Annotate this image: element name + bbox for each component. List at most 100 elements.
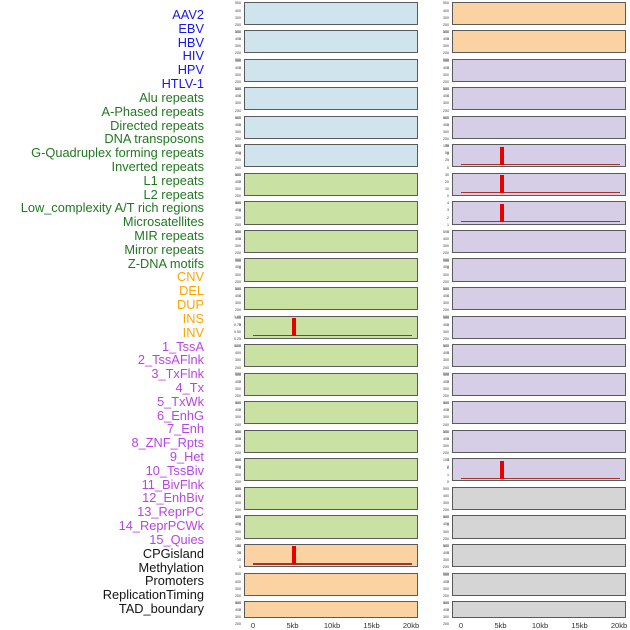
x-tick-label-right-5kb: 5kb xyxy=(494,620,507,630)
y-tick-label: 400 xyxy=(443,64,449,70)
y-tick-label: 200 xyxy=(235,593,241,598)
density-panel-5-txwk xyxy=(452,172,626,196)
y-tick-label: 1 xyxy=(447,471,449,477)
density-panel-dup xyxy=(244,601,418,619)
y-tick-label: 400 xyxy=(443,578,449,584)
feature-label-directed-repeats: Directed repeats xyxy=(110,117,204,133)
y-tick-label: 300 xyxy=(443,414,449,420)
y-tick-label: 300 xyxy=(235,300,241,306)
feature-label-a-phased-repeats: A-Phased repeats xyxy=(101,103,204,119)
feature-label-14-reprpcwk: 14_ReprPCWk xyxy=(118,518,204,534)
y-tick-label: 0 xyxy=(447,150,449,156)
y-tick-label: 0 xyxy=(239,322,241,327)
y-tick-label: 0 xyxy=(447,164,449,170)
y-tick-label: 200 xyxy=(443,450,449,455)
y-tick-label: 500 xyxy=(235,57,241,63)
y-tick-label: 0 xyxy=(239,150,241,156)
y-tick-label: 0 xyxy=(239,407,241,413)
y-tick-label: 100 xyxy=(443,57,449,63)
signal-baseline xyxy=(253,563,412,565)
feature-label-cnv: CNV xyxy=(176,269,204,285)
y-tick-label: 200 xyxy=(443,50,449,56)
y-tick-label: 200 xyxy=(235,164,241,170)
y-tick-label: 500 xyxy=(235,371,241,377)
y-tick-label: 200 xyxy=(235,507,241,513)
y-tick-label: 300 xyxy=(235,443,241,448)
y-tick-label: 200 xyxy=(235,279,241,284)
y-tick-label: 100 xyxy=(235,200,241,206)
feature-label-hbv: HBV xyxy=(177,34,204,50)
y-tick-label: 300 xyxy=(443,500,449,505)
y-tick-label: 400 xyxy=(443,93,449,98)
signal-spike xyxy=(499,203,504,222)
density-panel-cpgisland xyxy=(452,486,626,511)
y-tick-label: 300 xyxy=(235,72,241,77)
feature-label-ebv: EBV xyxy=(178,20,204,36)
y-tick-label: 200 xyxy=(235,250,241,256)
y-tick-label: 100 xyxy=(235,172,241,177)
y-tick-label: 0 xyxy=(239,550,241,556)
density-panel-aav2 xyxy=(244,1,418,25)
feature-label-10-tssbiv: 10_TssBiv xyxy=(145,462,204,478)
feature-label-hiv: HIV xyxy=(182,48,204,64)
y-tick-label: 0 xyxy=(447,379,449,384)
y-tick-label: 500 xyxy=(443,314,449,320)
x-tick-label-right-0: 0 xyxy=(458,620,464,630)
y-tick-label: 200 xyxy=(235,79,241,84)
y-tick-label: 300 xyxy=(235,357,241,363)
y-tick-label: 300 xyxy=(443,329,449,334)
y-tick-label: 200 xyxy=(235,307,241,313)
signal-spike xyxy=(499,175,504,194)
feature-label-inverted-repeats: Inverted repeats xyxy=(111,158,204,174)
feature-label-htlv-1: HTLV-1 xyxy=(161,76,204,92)
y-tick-label: 400 xyxy=(443,122,449,127)
y-tick-label: 400 xyxy=(235,407,241,413)
y-tick-label: 300 xyxy=(443,15,449,20)
y-tick-label: 0 xyxy=(447,93,449,99)
feature-label-15-quies: 15_Quies xyxy=(149,531,204,547)
feature-label-microsatellites: Microsatellites xyxy=(122,214,204,230)
y-tick-label: 500 xyxy=(235,0,241,6)
y-tick-label: 200 xyxy=(443,107,449,113)
y-tick-label: 200 xyxy=(443,564,449,570)
y-tick-label: 300 xyxy=(443,557,449,562)
y-tick-label: 100 xyxy=(443,457,449,463)
y-tick-label: 0 xyxy=(239,564,241,570)
y-tick-label: 200 xyxy=(235,364,241,370)
y-tick-label: 0 xyxy=(239,379,241,384)
density-panel-3-txflnk xyxy=(452,115,626,139)
y-tick-label: 0 xyxy=(239,93,241,99)
density-panel-12-enhbiv xyxy=(452,372,626,396)
density-panel-13-reprpc xyxy=(452,401,626,425)
y-tick-label: 20 xyxy=(445,179,449,184)
y-tick-label: 100 xyxy=(443,115,449,120)
y-tick-label: 300 xyxy=(443,243,449,248)
y-tick-label: 300 xyxy=(235,500,241,505)
y-tick-label: 300 xyxy=(443,357,449,363)
y-tick-label: 300 xyxy=(235,129,241,134)
y-tick-label: 0 xyxy=(447,36,449,42)
y-tick-label: 4 xyxy=(447,200,449,205)
y-tick-label: 500 xyxy=(443,257,449,263)
y-tick-label: 0.50 xyxy=(234,329,241,334)
y-tick-label: 500 xyxy=(443,400,449,405)
y-tick-label: 300 xyxy=(235,15,241,20)
density-panel-hpv xyxy=(244,115,418,139)
y-tick-label: 100 xyxy=(235,372,241,377)
y-tick-label: 0 xyxy=(239,265,241,270)
feature-label-dna-transposons: DNA transposons xyxy=(104,131,204,147)
y-tick-label: 400 xyxy=(235,264,241,270)
